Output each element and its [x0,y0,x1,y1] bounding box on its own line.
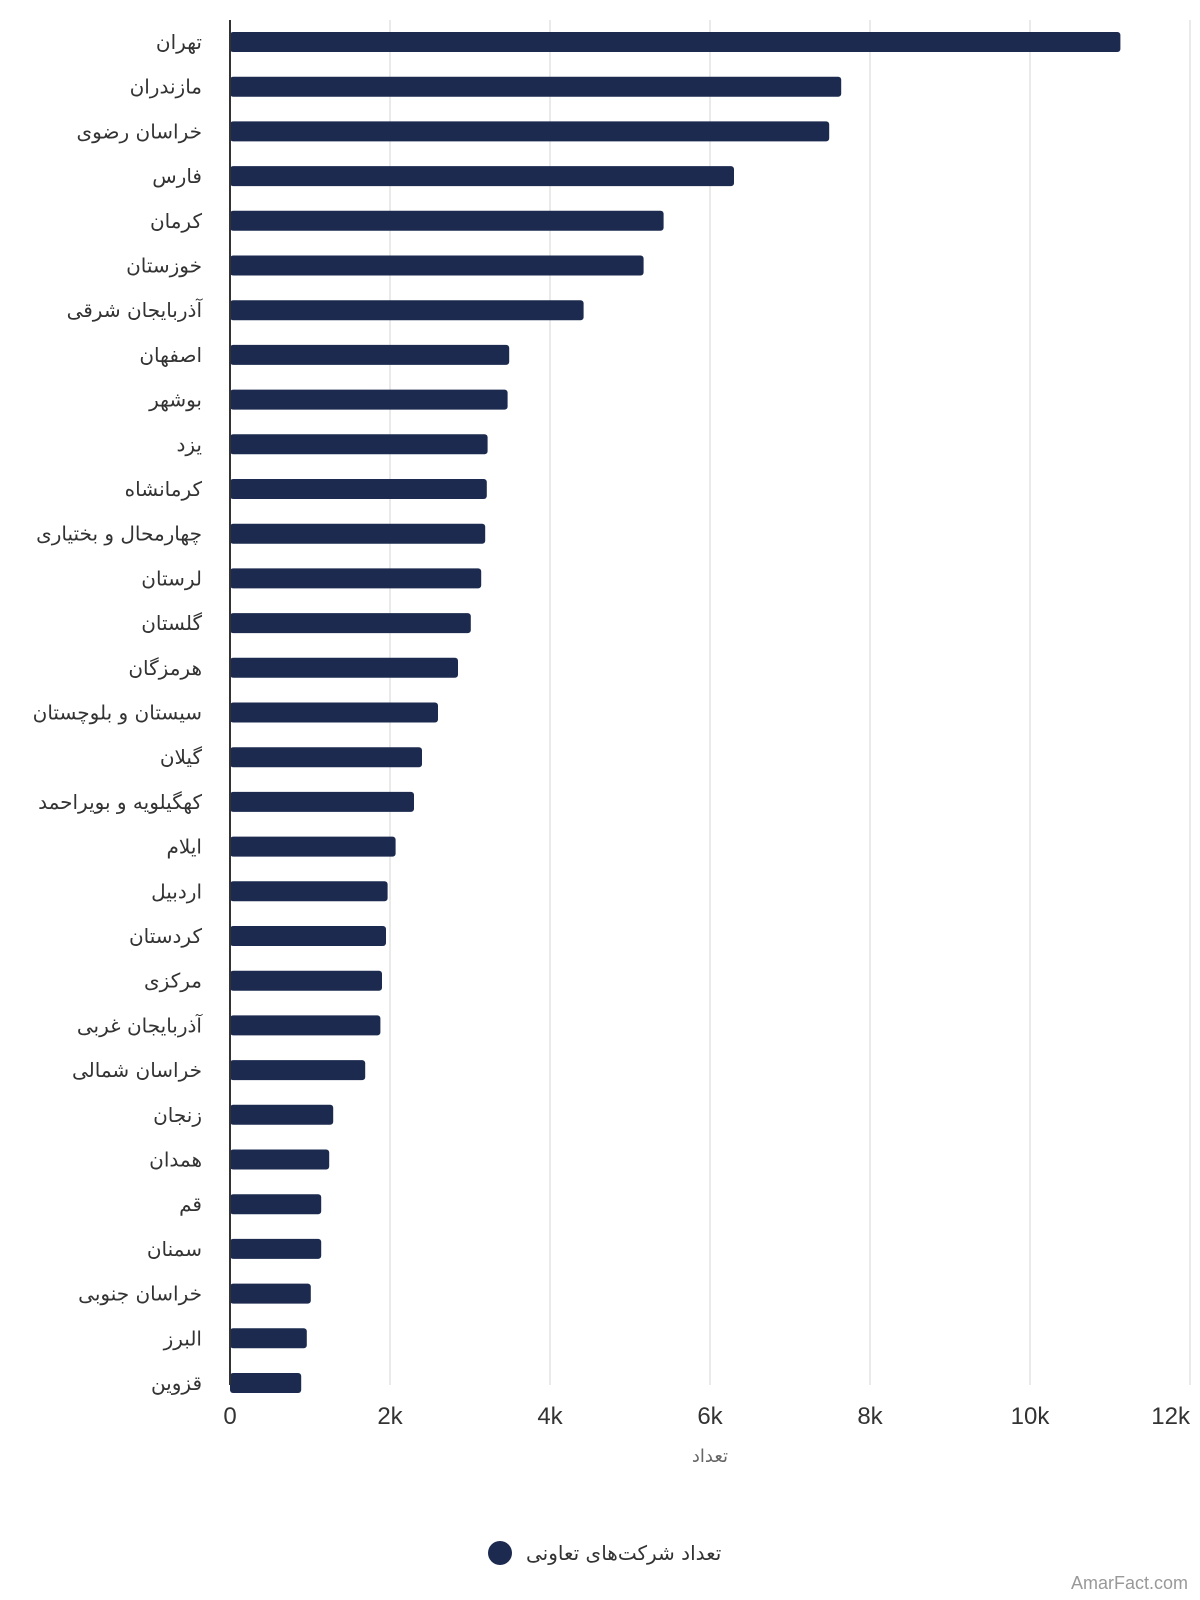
x-tick-label: 0 [223,1403,236,1430]
bar[interactable] [230,121,830,142]
category-label: گلستان [141,611,202,635]
bar[interactable] [230,970,382,991]
category-label: خراسان جنوبی [78,1282,202,1306]
category-label: کرمانشاه [125,477,203,501]
category-label: هرمزگان [128,656,202,680]
legend[interactable]: تعداد شرکت‌های تعاونی [488,1541,721,1565]
legend-swatch [488,1541,512,1565]
category-labels: تهران مازندران خراسان رضوی فارس کرمان خوزستان… [33,30,204,1395]
bar[interactable] [230,568,482,589]
bar[interactable] [230,344,510,365]
grid-lines [389,20,1191,1385]
category-label: کردستان [129,924,203,948]
bars [230,32,1121,1393]
bar[interactable] [230,255,644,276]
bar[interactable] [230,210,664,231]
bar[interactable] [230,657,458,678]
category-label: آذربایجان شرقی [67,297,204,322]
category-label: بوشهر [148,388,202,412]
bar[interactable] [230,613,471,634]
credit-text[interactable]: AmarFact.com [1070,1573,1188,1593]
category-label: لرستان [141,566,202,590]
bar[interactable] [230,32,1121,52]
category-label: اردبیل [151,879,202,903]
bar[interactable] [230,702,438,723]
category-label: البرز [163,1326,202,1350]
bar[interactable] [230,523,486,544]
x-axis-title: تعداد [692,1446,728,1467]
category-label: همدان [149,1148,202,1172]
bar[interactable] [230,747,422,768]
category-label: خراسان شمالی [72,1058,202,1082]
x-tick-label: 2k [377,1403,403,1430]
x-tick-label: 4k [537,1403,563,1430]
legend-label: تعداد شرکت‌های تعاونی [526,1541,721,1565]
bar[interactable] [230,300,584,321]
x-tick-label: 8k [857,1403,883,1430]
bar[interactable] [230,76,842,97]
category-label: تهران [156,30,202,54]
bar[interactable] [230,1238,322,1259]
bar[interactable] [230,1194,322,1215]
bar[interactable] [230,1104,334,1125]
x-tick-label: 12k [1151,1403,1191,1430]
x-tick-labels: 0 2k 4k 6k 8k 10k 12k [223,1403,1191,1430]
category-label: ایلام [167,835,202,859]
bar[interactable] [230,836,396,857]
bar[interactable] [230,1328,307,1349]
category-label: سیستان و بلوچستان [33,701,202,725]
category-label: مرکزی [144,969,202,993]
bar[interactable] [230,791,414,812]
category-label: آذربایجان غربی [77,1012,204,1037]
category-label: زنجان [153,1103,202,1127]
category-label: سمنان [147,1237,202,1261]
bar[interactable] [230,1373,302,1393]
bar[interactable] [230,881,388,902]
category-label: چهارمحال و بختیاری [36,522,202,546]
bar[interactable] [230,1283,311,1304]
bar[interactable] [230,1060,366,1081]
bar[interactable] [230,1149,330,1170]
x-tick-label: 6k [697,1403,723,1430]
bar[interactable] [230,166,734,187]
x-tick-label: 10k [1011,1403,1051,1430]
category-label: خراسان رضوی [77,119,202,143]
category-label: فارس [152,164,202,188]
bar[interactable] [230,1015,381,1036]
bar[interactable] [230,926,386,946]
category-label: کرمان [150,209,203,233]
category-label: گیلان [160,745,203,769]
bar[interactable] [230,479,487,499]
category-label: مازندران [130,75,202,99]
category-label: یزد [176,432,202,456]
bar[interactable] [230,389,508,410]
category-label: کهگیلویه و بویراحمد [38,790,202,814]
category-label: قم [179,1192,202,1216]
bar[interactable] [230,434,488,455]
category-label: قزوین [151,1371,202,1395]
category-label: خوزستان [126,254,202,278]
category-label: اصفهان [139,343,202,367]
